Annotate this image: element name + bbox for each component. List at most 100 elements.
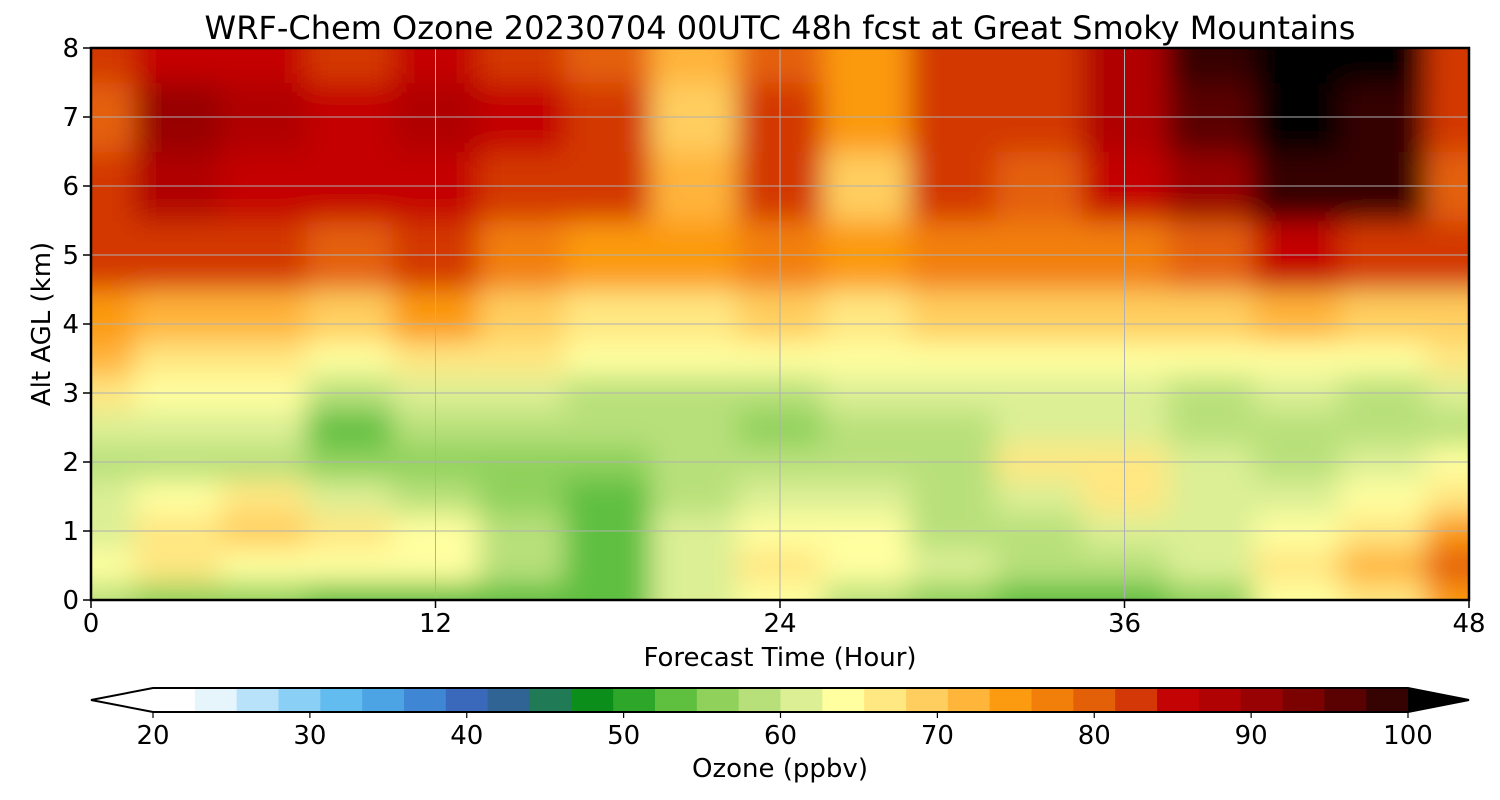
heatmap-cell	[220, 48, 307, 84]
heatmap-cell	[306, 548, 394, 584]
heatmap-cell	[91, 582, 135, 600]
heatmap-cell	[1425, 479, 1469, 515]
heatmap-cell	[909, 548, 996, 584]
y-tick-label: 8	[62, 34, 79, 64]
heatmap-cell	[995, 341, 1083, 377]
chart-title: WRF-Chem Ozone 20230704 00UTC 48h fcst a…	[205, 9, 1356, 47]
heatmap-cell	[134, 48, 221, 84]
colorbar-swatch	[1115, 688, 1158, 712]
y-tick-label: 6	[62, 172, 79, 202]
heatmap-cell	[564, 479, 652, 515]
heatmap-cell	[1167, 289, 1255, 342]
heatmap-cell	[995, 289, 1083, 342]
colorbar-swatch	[1157, 688, 1200, 712]
x-tick-label: 24	[763, 609, 796, 639]
heatmap-cell	[1167, 341, 1255, 377]
colorbar-swatch	[738, 688, 781, 712]
x-axis: 0 12 24 36 48	[83, 600, 1486, 639]
heatmap-cell	[1253, 341, 1341, 377]
colorbar-swatch	[906, 688, 949, 712]
heatmap-cell	[1425, 410, 1469, 446]
colorbar-swatch	[320, 688, 363, 712]
colorbar-tick-label: 80	[1078, 721, 1111, 751]
heatmap-cell	[306, 289, 394, 342]
heatmap-cell	[1167, 582, 1255, 600]
heatmap-cell	[564, 548, 652, 584]
heatmap-cell	[1339, 582, 1427, 600]
heatmap-cell	[134, 410, 221, 446]
x-tick-label: 0	[83, 609, 100, 639]
colorbar-swatch	[278, 688, 321, 712]
heatmap-cell	[91, 548, 135, 584]
heatmap-cell	[1339, 548, 1427, 584]
colorbar-label: Ozone (ppbv)	[692, 754, 868, 784]
colorbar-swatch	[445, 688, 489, 712]
colorbar-swatch	[194, 688, 238, 712]
x-tick-label: 48	[1452, 609, 1485, 639]
heatmap-cell	[478, 548, 566, 584]
heatmap-cell	[650, 410, 738, 446]
heatmap-cell	[823, 548, 910, 584]
colorbar-swatch	[236, 688, 279, 712]
plot-area	[89, 46, 1471, 602]
heatmap-cell	[220, 582, 307, 600]
heatmap-cell	[564, 410, 652, 446]
heatmap-cell	[909, 582, 996, 600]
heatmap-cell	[650, 289, 738, 342]
colorbar-swatch	[153, 688, 196, 712]
heatmap-cell	[1253, 289, 1341, 342]
colorbar: 20 30 40 50 60 70 80 90 100 Ozone (ppbv)	[90, 687, 1470, 784]
heatmap-cell	[650, 548, 738, 584]
colorbar-tick-label: 50	[607, 721, 640, 751]
heatmap-cell	[564, 289, 652, 342]
y-axis: 0 1 2 3 4 5 6 7 8	[62, 34, 91, 616]
y-tick-label: 7	[62, 103, 79, 133]
colorbar-tick-label: 90	[1235, 721, 1268, 751]
y-tick-label: 4	[62, 310, 79, 340]
heatmap-cell	[91, 410, 135, 446]
heatmap-cell	[650, 479, 738, 515]
heatmap-cell	[1425, 341, 1469, 377]
heatmap-cell	[650, 582, 738, 600]
y-tick-label: 5	[62, 241, 79, 271]
heatmap-cell	[1339, 48, 1427, 84]
x-tick-label: 36	[1108, 609, 1141, 639]
x-tick-label: 12	[419, 609, 452, 639]
heatmap-cell	[1339, 479, 1427, 515]
heatmap-cell	[1167, 479, 1255, 515]
heatmap-cell	[564, 341, 652, 377]
colorbar-swatch	[696, 688, 740, 712]
heatmap-cell	[823, 289, 910, 342]
colorbar-swatch	[1031, 688, 1074, 712]
y-tick-label: 1	[62, 517, 79, 547]
heatmap-cell	[1339, 341, 1427, 377]
colorbar-swatch	[864, 688, 907, 712]
y-tick-label: 0	[62, 586, 79, 616]
colorbar-tick-label: 30	[293, 721, 326, 751]
heatmap-cell	[1167, 548, 1255, 584]
y-tick-label: 2	[62, 448, 79, 478]
heatmap-cell	[564, 582, 652, 600]
colorbar-swatch	[529, 688, 572, 712]
heatmap-cell	[478, 479, 566, 515]
heatmap-cell	[1253, 48, 1341, 84]
heatmap-cell	[564, 48, 652, 84]
heatmap-cell	[995, 479, 1083, 515]
colorbar-tick-label: 40	[450, 721, 483, 751]
colorbar-swatch	[571, 688, 614, 712]
colorbar-tick-label: 60	[764, 721, 797, 751]
heatmap-cell	[823, 582, 910, 600]
heatmap-cell	[134, 548, 221, 584]
heatmap-cell	[1339, 289, 1427, 342]
ozone-field	[91, 48, 1469, 600]
colorbar-swatch	[655, 688, 698, 712]
heatmap-cell	[134, 289, 221, 342]
heatmap-cell	[1425, 289, 1469, 342]
colorbar-swatch	[362, 688, 405, 712]
heatmap-cell	[91, 341, 135, 377]
colorbar-swatch	[1324, 688, 1367, 712]
heatmap-cell	[1425, 48, 1469, 84]
heatmap-cell	[91, 289, 135, 342]
heatmap-cell	[306, 582, 394, 600]
